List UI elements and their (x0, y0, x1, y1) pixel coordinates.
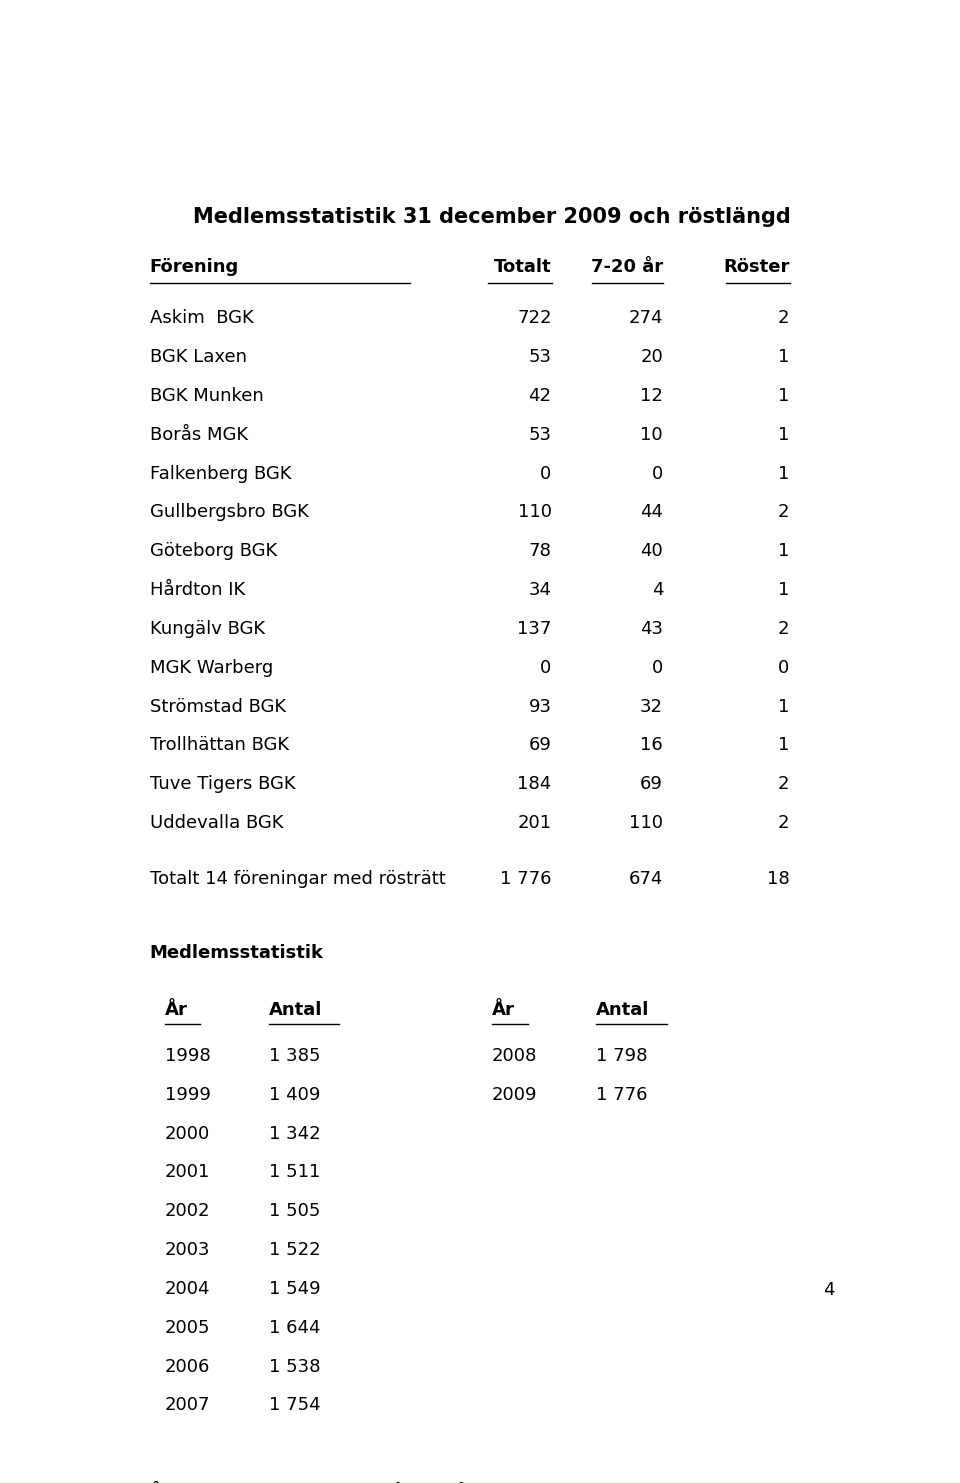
Text: 1: 1 (779, 697, 789, 715)
Text: Röster: Röster (723, 258, 789, 276)
Text: 110: 110 (629, 814, 663, 832)
Text: År: År (165, 1001, 187, 1019)
Text: Strömstad BGK: Strömstad BGK (150, 697, 286, 715)
Text: 2008: 2008 (492, 1047, 538, 1065)
Text: 1: 1 (779, 543, 789, 561)
Text: Totalt: Totalt (493, 258, 551, 276)
Text: 1999: 1999 (165, 1086, 210, 1103)
Text: 44: 44 (640, 503, 663, 522)
Text: 1 409: 1 409 (269, 1086, 321, 1103)
Text: Borås MGK: Borås MGK (150, 426, 248, 443)
Text: 1 385: 1 385 (269, 1047, 321, 1065)
Text: 1 342: 1 342 (269, 1124, 321, 1142)
Text: BGK Munken: BGK Munken (150, 387, 263, 405)
Text: 1 754: 1 754 (269, 1397, 321, 1415)
Text: 1 644: 1 644 (269, 1318, 321, 1336)
Text: 2001: 2001 (165, 1164, 210, 1182)
Text: Göteborg BGK: Göteborg BGK (150, 543, 277, 561)
Text: 722: 722 (517, 310, 551, 328)
Text: BGK Laxen: BGK Laxen (150, 349, 247, 366)
Text: 1 776: 1 776 (500, 871, 551, 888)
Text: 1: 1 (779, 581, 789, 599)
Text: Medlemsstatistik 31 december 2009 och röstlängd: Medlemsstatistik 31 december 2009 och rö… (193, 206, 791, 227)
Text: 2003: 2003 (165, 1241, 210, 1259)
Text: MGK Warberg: MGK Warberg (150, 658, 273, 676)
Text: Tuve Tigers BGK: Tuve Tigers BGK (150, 776, 296, 793)
Text: 0: 0 (540, 658, 551, 676)
Text: 1: 1 (779, 387, 789, 405)
Text: 0: 0 (652, 658, 663, 676)
Text: Askim  BGK: Askim BGK (150, 310, 253, 328)
Text: Kungälv BGK: Kungälv BGK (150, 620, 265, 638)
Text: 184: 184 (517, 776, 551, 793)
Text: Hårdton IK: Hårdton IK (150, 581, 245, 599)
Text: 69: 69 (640, 776, 663, 793)
Text: 2007: 2007 (165, 1397, 210, 1415)
Text: 18: 18 (767, 871, 789, 888)
Text: År: År (492, 1001, 515, 1019)
Text: Medlemsstatistik: Medlemsstatistik (150, 945, 324, 962)
Text: Trollhättan BGK: Trollhättan BGK (150, 737, 289, 755)
Text: 2: 2 (779, 814, 789, 832)
Text: 2005: 2005 (165, 1318, 210, 1336)
Text: 1 798: 1 798 (596, 1047, 648, 1065)
Text: 201: 201 (517, 814, 551, 832)
Text: 43: 43 (640, 620, 663, 638)
Text: 2: 2 (779, 310, 789, 328)
Text: 32: 32 (640, 697, 663, 715)
Text: 78: 78 (529, 543, 551, 561)
Text: Uddevalla BGK: Uddevalla BGK (150, 814, 283, 832)
Text: Falkenberg BGK: Falkenberg BGK (150, 464, 291, 482)
Text: 2: 2 (779, 776, 789, 793)
Text: 53: 53 (529, 349, 551, 366)
Text: 110: 110 (517, 503, 551, 522)
Text: 137: 137 (517, 620, 551, 638)
Text: Gullbergsbro BGK: Gullbergsbro BGK (150, 503, 308, 522)
Text: 53: 53 (529, 426, 551, 443)
Text: 2: 2 (779, 503, 789, 522)
Text: 2002: 2002 (165, 1203, 210, 1221)
Text: 42: 42 (529, 387, 551, 405)
Text: 274: 274 (629, 310, 663, 328)
Text: 1 511: 1 511 (269, 1164, 321, 1182)
Text: 1 522: 1 522 (269, 1241, 321, 1259)
Text: Totalt 14 föreningar med rösträtt: Totalt 14 föreningar med rösträtt (150, 871, 445, 888)
Text: 16: 16 (640, 737, 663, 755)
Text: 12: 12 (640, 387, 663, 405)
Text: 1 505: 1 505 (269, 1203, 321, 1221)
Text: 1 538: 1 538 (269, 1357, 321, 1376)
Text: 1 776: 1 776 (596, 1086, 648, 1103)
Text: Antal: Antal (596, 1001, 650, 1019)
Text: 2000: 2000 (165, 1124, 210, 1142)
Text: 1998: 1998 (165, 1047, 210, 1065)
Text: Förening: Förening (150, 258, 239, 276)
Text: 674: 674 (629, 871, 663, 888)
Text: 1 549: 1 549 (269, 1280, 321, 1298)
Text: 0: 0 (540, 464, 551, 482)
Text: 34: 34 (529, 581, 551, 599)
Text: 10: 10 (640, 426, 663, 443)
Text: 2004: 2004 (165, 1280, 210, 1298)
Text: 1: 1 (779, 349, 789, 366)
Text: 20: 20 (640, 349, 663, 366)
Text: 1: 1 (779, 737, 789, 755)
Text: 2006: 2006 (165, 1357, 210, 1376)
Text: 2: 2 (779, 620, 789, 638)
Text: 4: 4 (652, 581, 663, 599)
Text: 1: 1 (779, 464, 789, 482)
Text: 4: 4 (823, 1281, 834, 1299)
Text: Årets medlemsstatistik erhållen från Svenska Bangolfförbundet och är
avstämning : Årets medlemsstatistik erhållen från Sve… (150, 1482, 784, 1483)
Text: 2009: 2009 (492, 1086, 538, 1103)
Text: 0: 0 (779, 658, 789, 676)
Text: 40: 40 (640, 543, 663, 561)
Text: Antal: Antal (269, 1001, 323, 1019)
Text: 7-20 år: 7-20 år (591, 258, 663, 276)
Text: 69: 69 (529, 737, 551, 755)
Text: 93: 93 (529, 697, 551, 715)
Text: 1: 1 (779, 426, 789, 443)
Text: 0: 0 (652, 464, 663, 482)
